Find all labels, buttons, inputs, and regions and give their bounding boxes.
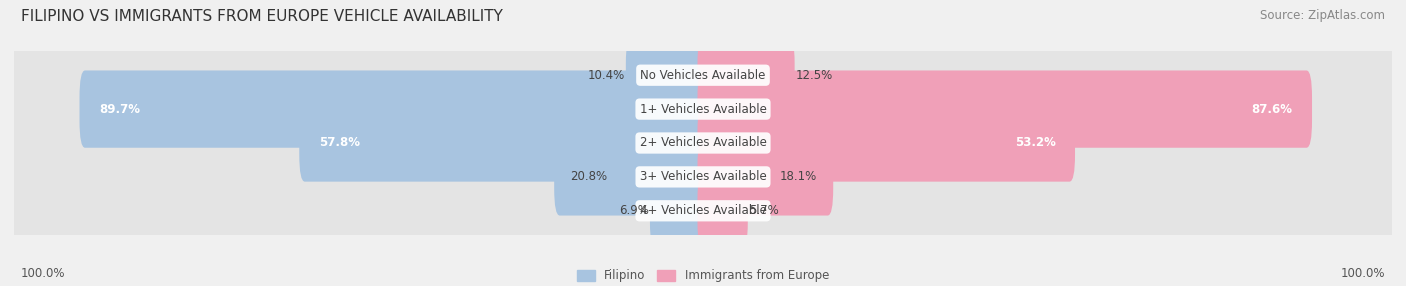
Text: Source: ZipAtlas.com: Source: ZipAtlas.com [1260, 9, 1385, 21]
FancyBboxPatch shape [697, 104, 1076, 182]
Text: 6.9%: 6.9% [619, 204, 648, 217]
FancyBboxPatch shape [697, 172, 748, 249]
FancyBboxPatch shape [4, 147, 1402, 275]
Text: 20.8%: 20.8% [569, 170, 607, 183]
FancyBboxPatch shape [626, 37, 709, 114]
Text: 1+ Vehicles Available: 1+ Vehicles Available [640, 103, 766, 116]
Text: No Vehicles Available: No Vehicles Available [640, 69, 766, 82]
Text: FILIPINO VS IMMIGRANTS FROM EUROPE VEHICLE AVAILABILITY: FILIPINO VS IMMIGRANTS FROM EUROPE VEHIC… [21, 9, 503, 23]
FancyBboxPatch shape [4, 79, 1402, 207]
Text: 87.6%: 87.6% [1251, 103, 1292, 116]
Text: 100.0%: 100.0% [1340, 267, 1385, 280]
Text: 12.5%: 12.5% [796, 69, 834, 82]
FancyBboxPatch shape [80, 70, 709, 148]
Text: 57.8%: 57.8% [319, 136, 360, 150]
Text: 18.1%: 18.1% [780, 170, 817, 183]
Text: 3+ Vehicles Available: 3+ Vehicles Available [640, 170, 766, 183]
FancyBboxPatch shape [697, 70, 1312, 148]
Text: 5.7%: 5.7% [749, 204, 779, 217]
Text: 4+ Vehicles Available: 4+ Vehicles Available [640, 204, 766, 217]
Text: 89.7%: 89.7% [98, 103, 139, 116]
FancyBboxPatch shape [650, 172, 709, 249]
Text: 100.0%: 100.0% [21, 267, 66, 280]
Text: 10.4%: 10.4% [588, 69, 624, 82]
FancyBboxPatch shape [4, 113, 1402, 241]
FancyBboxPatch shape [4, 11, 1402, 139]
FancyBboxPatch shape [697, 37, 794, 114]
Text: 53.2%: 53.2% [1015, 136, 1056, 150]
FancyBboxPatch shape [697, 138, 834, 216]
FancyBboxPatch shape [4, 45, 1402, 173]
Legend: Filipino, Immigrants from Europe: Filipino, Immigrants from Europe [572, 265, 834, 286]
Text: 2+ Vehicles Available: 2+ Vehicles Available [640, 136, 766, 150]
FancyBboxPatch shape [554, 138, 709, 216]
FancyBboxPatch shape [299, 104, 709, 182]
